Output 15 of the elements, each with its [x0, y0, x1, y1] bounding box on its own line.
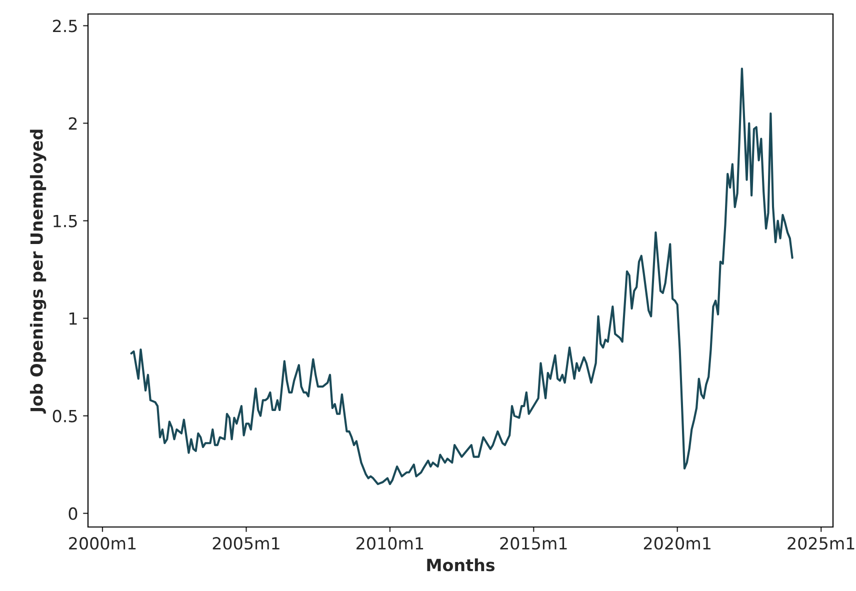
- x-tick-label: 2025m1: [788, 537, 854, 550]
- x-tick-label: 2010m1: [356, 537, 424, 550]
- y-tick-label: 1: [70, 312, 77, 325]
- y-tick-label: 0.5: [52, 410, 77, 422]
- y-tick-label: 2.5: [52, 20, 77, 32]
- x-tick-label: 2000m1: [69, 537, 136, 550]
- x-tick-label: 2005m1: [212, 537, 280, 550]
- y-tick-label: 1.5: [54, 214, 77, 228]
- line-series: [130, 68, 794, 486]
- y-tick-label: 0: [68, 507, 78, 520]
- y-axis-title: Job Openings per Unemployed: [30, 130, 46, 414]
- x-tick-label: 2015m1: [500, 537, 567, 550]
- x-axis-title: Months: [427, 558, 495, 572]
- x-tick-label: 2020m1: [644, 537, 710, 550]
- y-tick-label: 2: [68, 117, 77, 130]
